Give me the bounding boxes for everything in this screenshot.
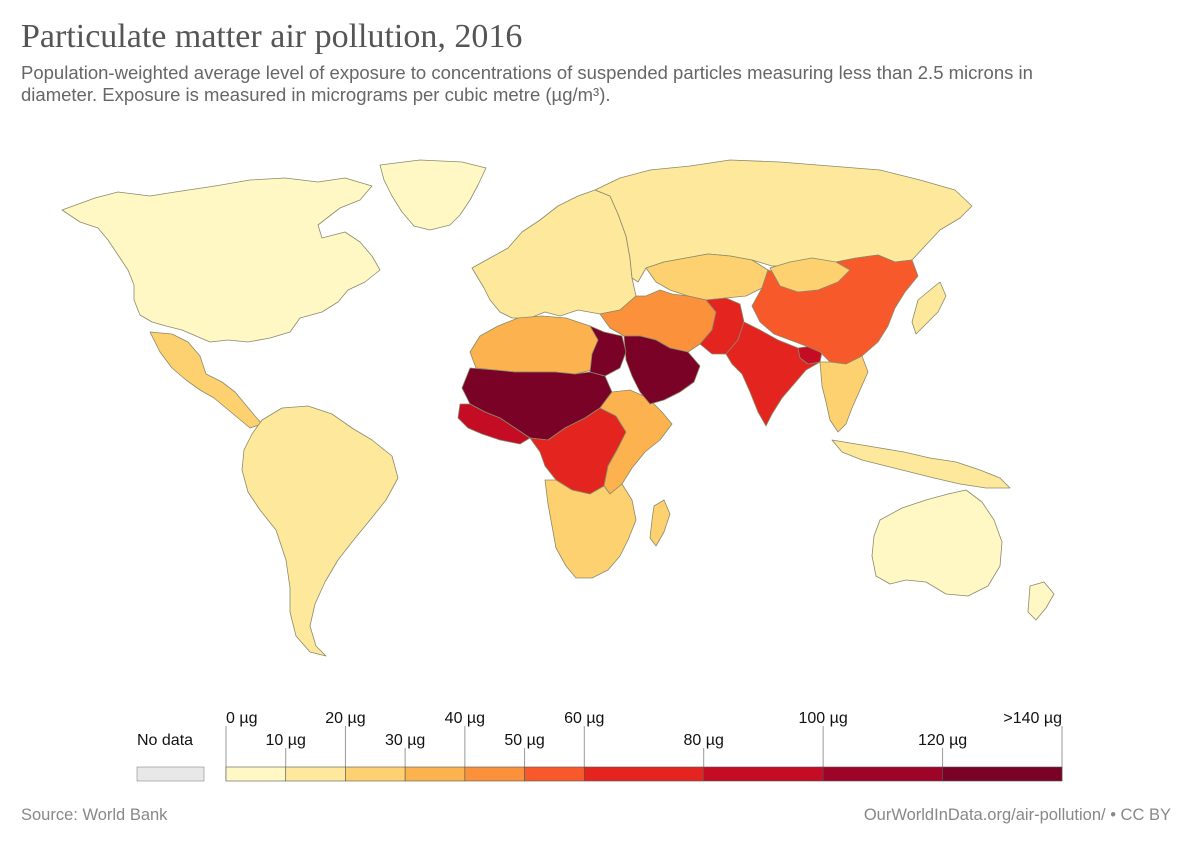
- region-europe[interactable]: [471, 189, 637, 319]
- legend-tick-label: 20 µg: [325, 710, 365, 727]
- legend-bin-40-50[interactable]: [464, 766, 525, 782]
- legend-bin-60-80[interactable]: [583, 766, 705, 782]
- legend-tick-label: 50 µg: [504, 732, 544, 749]
- credit-link[interactable]: OurWorldInData.org/air-pollution/ • CC B…: [863, 806, 1171, 824]
- chart-title: Particulate matter air pollution, 2016: [21, 18, 523, 55]
- region-greenland[interactable]: [379, 159, 487, 231]
- region-south-america[interactable]: [241, 405, 399, 657]
- legend-tick-label: 80 µg: [684, 732, 724, 749]
- region-central-america[interactable]: [149, 331, 263, 429]
- region-new-zealand[interactable]: [1027, 581, 1055, 621]
- region-mongolia[interactable]: [769, 257, 851, 293]
- region-arabian-peninsula[interactable]: [623, 335, 701, 405]
- legend-tick-label: 120 µg: [918, 732, 967, 749]
- legend: 0 µg 10 µg 20 µg 30 µg 40 µg 50 µg 60 µg 80 µg 1…: [136, 710, 1063, 782]
- legend-tick-label: 10 µg: [266, 732, 306, 749]
- legend-bin-10-20[interactable]: [285, 766, 346, 782]
- chart-subtitle: Population-weighted average level of exp…: [21, 62, 1033, 105]
- legend-bin-0-10[interactable]: [225, 766, 287, 782]
- legend-tick-label: >140 µg: [1003, 710, 1062, 727]
- legend-bin-80-100[interactable]: [703, 766, 824, 782]
- region-egypt[interactable]: [589, 325, 627, 377]
- source-note: Source: World Bank: [21, 806, 168, 824]
- region-west-africa[interactable]: [457, 403, 531, 445]
- legend-bin-50-60[interactable]: [524, 766, 585, 782]
- region-japan[interactable]: [911, 281, 947, 335]
- legend-tick-label: 60 µg: [564, 710, 604, 727]
- legend-bin-120-140[interactable]: [942, 766, 1063, 782]
- legend-tick-label: 100 µg: [799, 710, 848, 727]
- region-east-africa[interactable]: [599, 389, 673, 495]
- world-map: [61, 159, 1055, 657]
- legend-bin-30-40[interactable]: [404, 766, 466, 782]
- legend-no-data-swatch[interactable]: [136, 766, 205, 782]
- region-india[interactable]: [725, 321, 821, 427]
- legend-bin-100-120[interactable]: [822, 766, 943, 782]
- legend-tick-label: 0 µg: [226, 710, 257, 727]
- legend-no-data-label: No data: [137, 732, 193, 749]
- region-australia[interactable]: [871, 489, 1003, 597]
- region-indonesia[interactable]: [831, 439, 1011, 489]
- legend-tick-label: 30 µg: [385, 732, 425, 749]
- legend-bin-20-30[interactable]: [345, 766, 406, 782]
- region-north-africa[interactable]: [469, 315, 601, 375]
- region-north-america[interactable]: [61, 177, 381, 343]
- legend-tick-label: 40 µg: [445, 710, 485, 727]
- region-madagascar[interactable]: [649, 499, 671, 547]
- region-southern-africa[interactable]: [544, 479, 637, 579]
- region-southeast-asia[interactable]: [819, 355, 869, 433]
